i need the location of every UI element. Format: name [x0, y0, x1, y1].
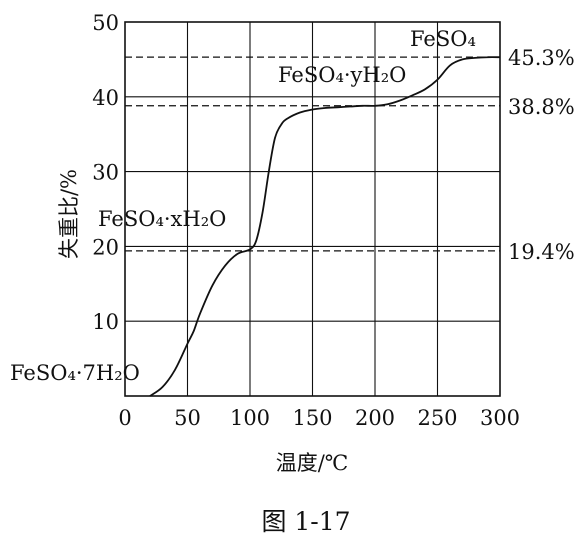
x-tick-label: 200	[355, 406, 395, 430]
annotation-feso4-yh2o: FeSO₄·yH₂O	[278, 63, 406, 87]
y-tick-label: 40	[92, 86, 119, 110]
x-tick-label: 250	[417, 406, 457, 430]
x-tick-labels: 0 50 100 150 200 250 300	[118, 406, 520, 430]
x-axis-label: 温度/℃	[276, 451, 349, 475]
y-tick-label: 50	[92, 11, 119, 35]
y-tick-label: 20	[92, 235, 119, 259]
annotation-feso4-xh2o: FeSO₄·xH₂O	[98, 207, 226, 231]
reference-label: 19.4%	[508, 240, 575, 264]
y-tick-label: 10	[92, 310, 119, 334]
y-axis-label: 失重比/%	[57, 169, 81, 259]
x-tick-label: 0	[118, 406, 131, 430]
x-tick-label: 50	[174, 406, 201, 430]
reference-labels: 45.3% 38.8% 19.4%	[508, 46, 575, 264]
annotation-feso4-7h2o: FeSO₄·7H₂O	[10, 361, 140, 385]
reference-label: 45.3%	[508, 46, 575, 70]
x-tick-label: 150	[292, 406, 332, 430]
figure-caption: 图 1-17	[261, 507, 350, 536]
x-tick-label: 100	[230, 406, 270, 430]
annotation-feso4: FeSO₄	[410, 27, 476, 51]
y-tick-labels: 10 20 30 40 50	[92, 11, 119, 334]
x-tick-label: 300	[480, 406, 520, 430]
reference-label: 38.8%	[508, 95, 575, 119]
y-tick-label: 30	[92, 161, 119, 185]
